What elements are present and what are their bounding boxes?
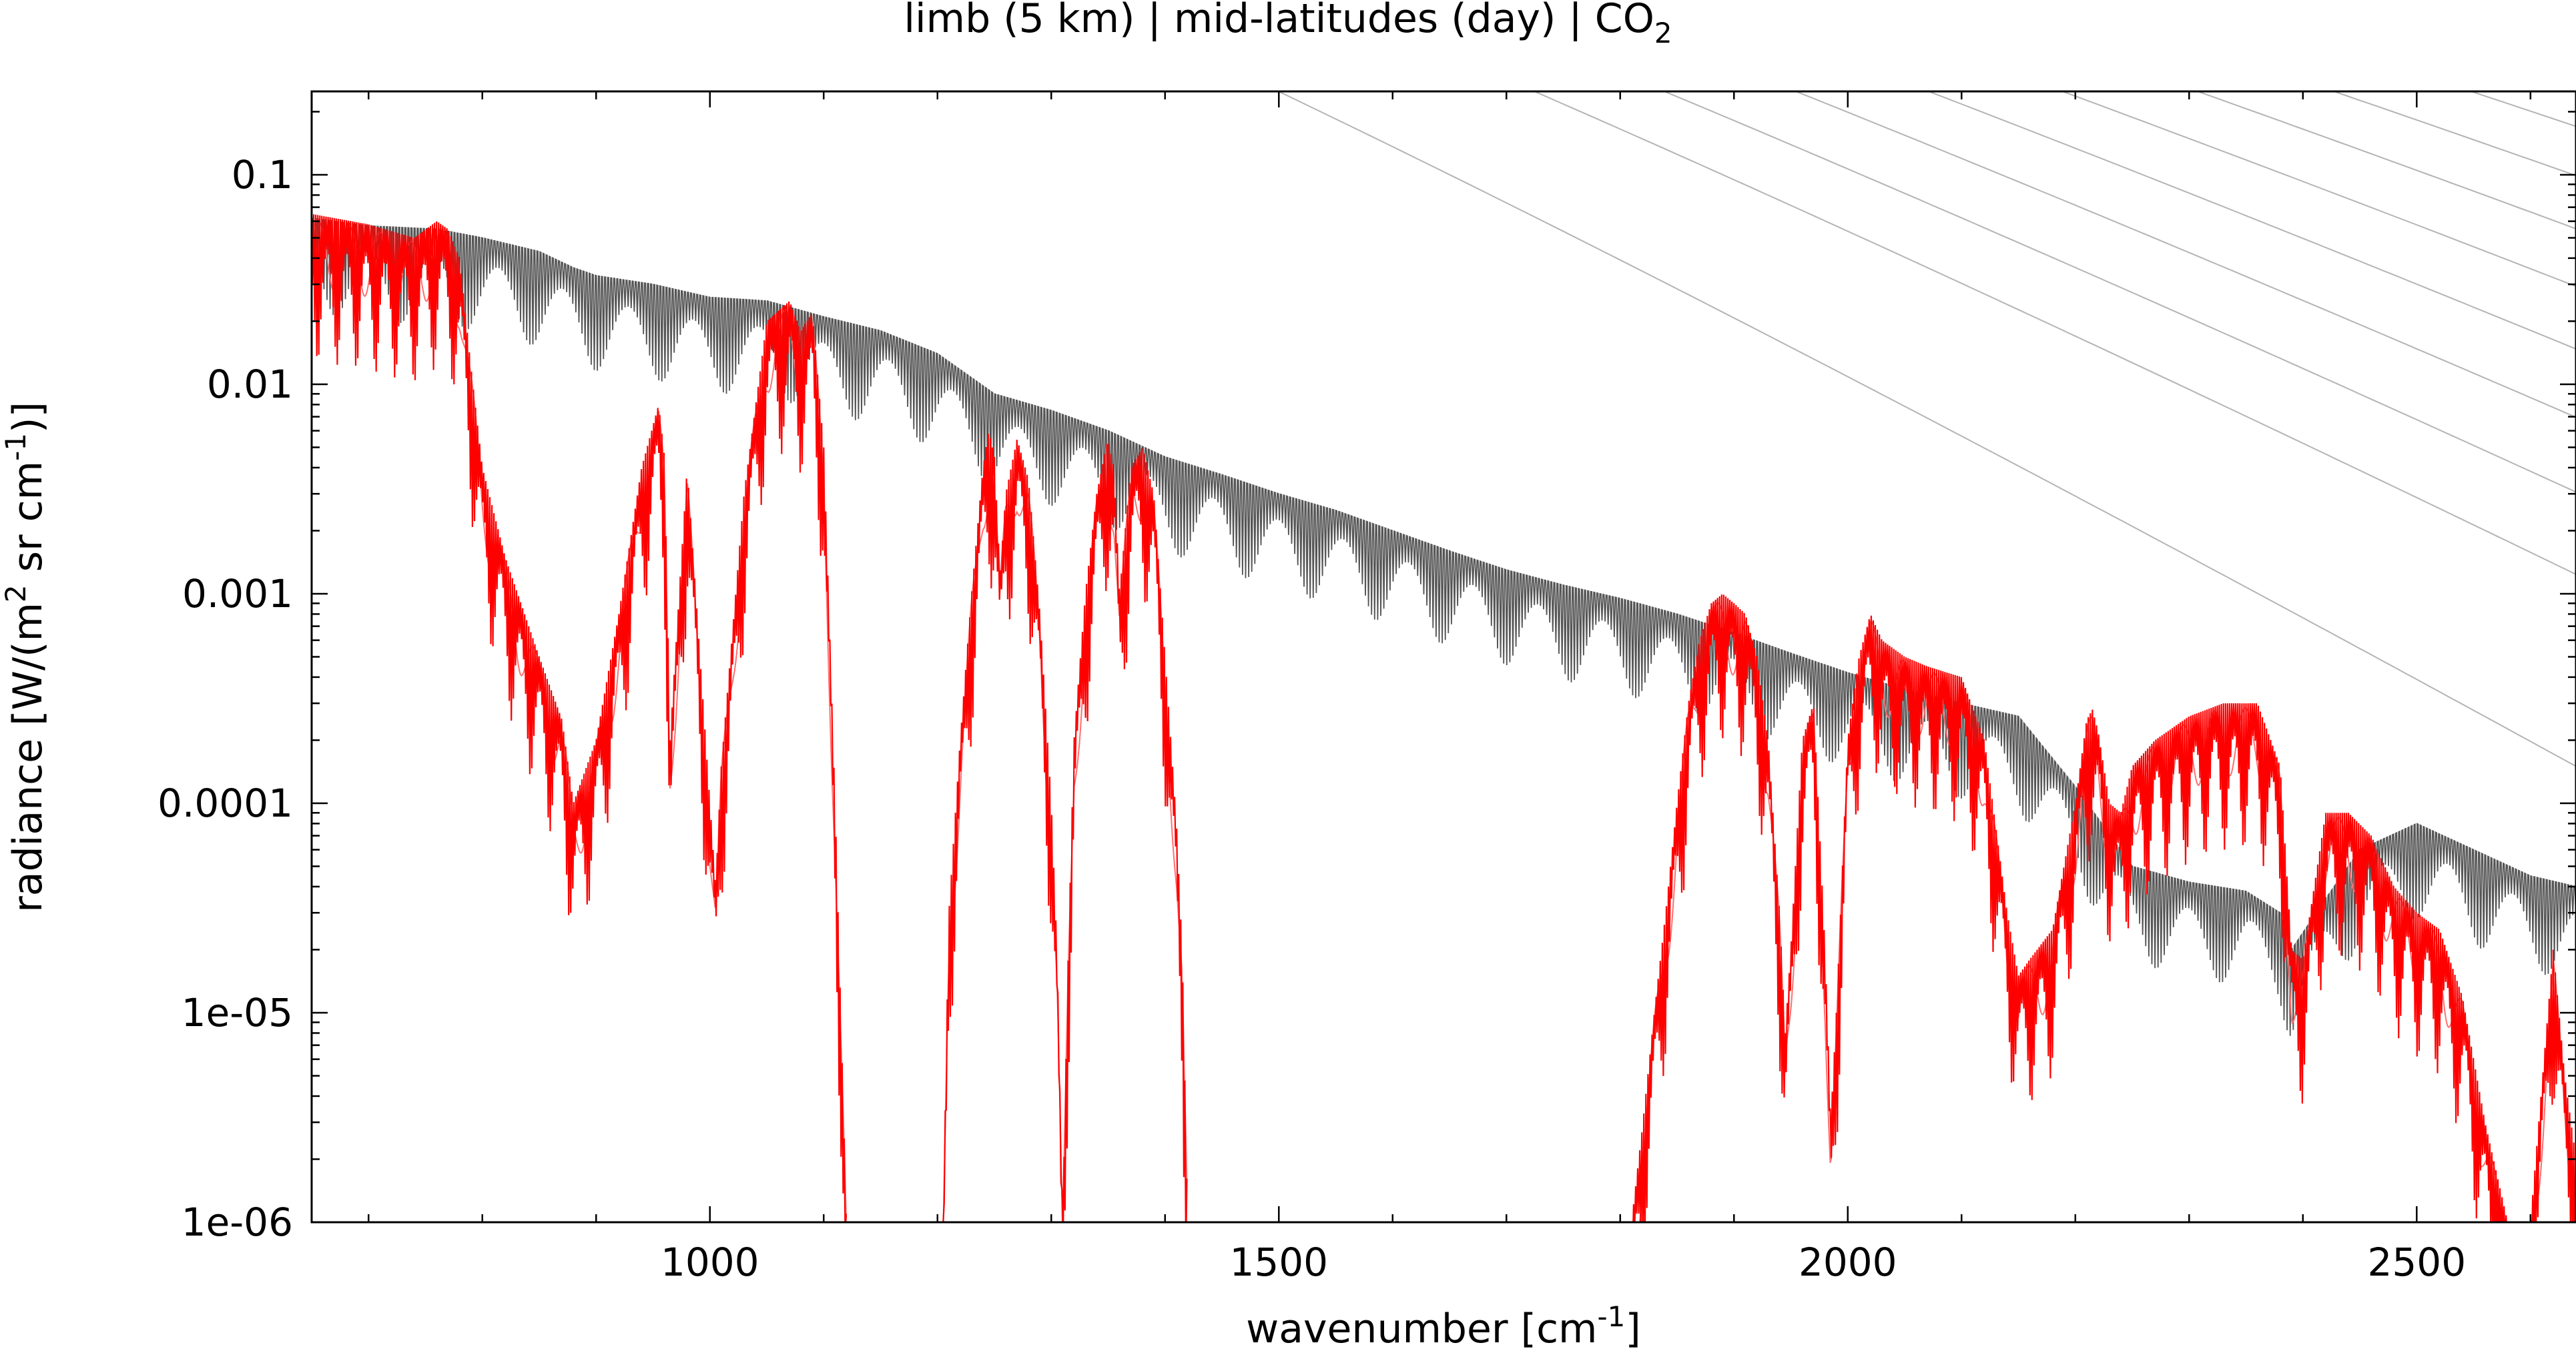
co2-spectrum-line	[1631, 594, 2576, 1222]
x-axis: 1000 1500 2000 2500	[368, 91, 2532, 1285]
plot-frame	[310, 90, 2576, 1224]
chart-title: limb (5 km) | mid-latitudes (day) | CO2	[904, 0, 1672, 49]
planck-curve	[1794, 91, 2576, 418]
y-tick-label: 1e-06	[182, 1200, 293, 1245]
y-tick-label: 0.01	[207, 362, 293, 407]
x-tick-label: 2000	[1799, 1240, 1897, 1285]
x-tick-label: 1000	[661, 1240, 759, 1285]
planck-curve	[1277, 91, 2576, 767]
x-tick-label: 1500	[1229, 1240, 1328, 1285]
y-tick-label: 0.0001	[157, 781, 293, 826]
x-tick-label: 2500	[2367, 1240, 2466, 1285]
y-axis-label: radiance [W/(m2 sr cm-1)]	[0, 402, 51, 913]
planck-curve	[2060, 91, 2576, 288]
planck-curve	[1532, 91, 2576, 575]
co2-spectrum-line	[312, 213, 848, 1222]
x-axis-label: wavenumber [cm-1]	[1246, 1300, 1641, 1352]
y-tick-label: 0.001	[182, 571, 293, 616]
co2-spectrum-line	[942, 434, 1188, 1222]
reference-spectrum-line	[312, 217, 2576, 1036]
planck-curve	[1662, 91, 2576, 493]
y-axis: 0.1 0.01 0.001 0.0001 1e-05 1e-06	[157, 111, 2576, 1245]
y-tick-label: 0.1	[232, 152, 293, 197]
spectrum-series	[312, 213, 2576, 1222]
planck-curves	[1277, 91, 2576, 767]
y-tick-label: 1e-05	[182, 990, 293, 1035]
planck-curve	[1927, 91, 2576, 350]
